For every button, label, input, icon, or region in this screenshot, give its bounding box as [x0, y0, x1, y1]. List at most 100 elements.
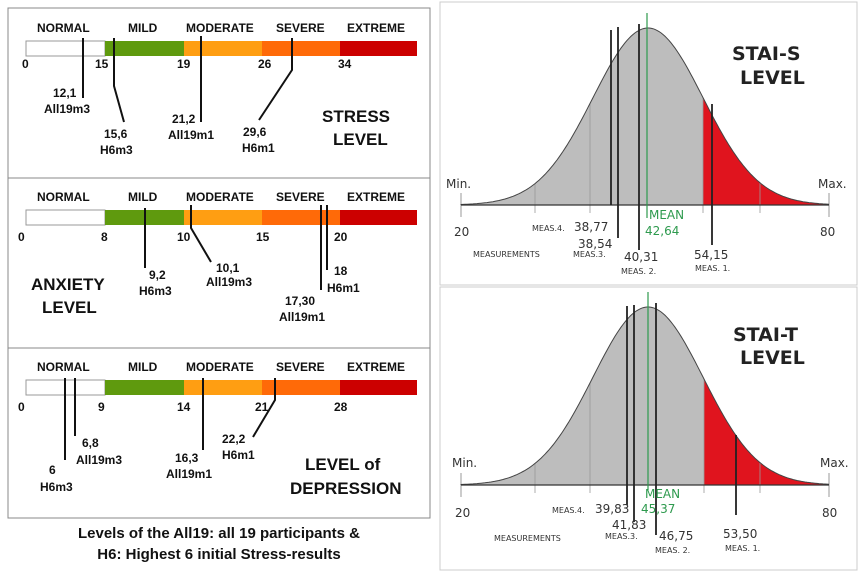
upper-tail-area: [704, 379, 829, 485]
category-label: NORMAL: [37, 21, 90, 35]
anxiety-bar-extreme: [340, 210, 417, 225]
stai-s-title: LEVEL: [740, 67, 805, 89]
mean-value: 42,64: [645, 224, 679, 238]
stai-s-panel: [439, 1, 858, 286]
marker-value: 6,8: [82, 436, 99, 450]
anxiety-bar-severe: [262, 210, 340, 225]
marker-value: 16,3: [175, 451, 199, 465]
caption: H6: Highest 6 initial Stress-results: [97, 546, 340, 563]
marker-group: All19m1: [279, 310, 325, 324]
min-label: Min.: [446, 177, 471, 191]
meas-label: MEAS. 2.: [621, 267, 656, 276]
marker-group: H6m3: [139, 284, 172, 298]
anxiety-title: ANXIETY: [31, 275, 105, 294]
stress-bar-extreme: [340, 41, 417, 56]
stress-bar-normal: [25, 40, 106, 57]
depression-bar-mild: [105, 380, 184, 395]
anxiety-bar-normal: [25, 209, 106, 226]
distribution-curve: [460, 306, 830, 485]
marker-group: All19m1: [166, 467, 212, 481]
marker-group: H6m1: [327, 281, 360, 295]
axis-min: 20: [454, 225, 469, 239]
category-label: EXTREME: [347, 360, 405, 374]
meas-value: 38,77: [574, 220, 608, 234]
marker-group: All19m3: [76, 453, 122, 467]
marker-group: H6m1: [222, 448, 255, 462]
meas-label: MEAS. 1.: [725, 544, 760, 553]
anxiety-title: LEVEL: [42, 298, 97, 317]
category-label: MODERATE: [186, 190, 254, 204]
marker-group: All19m3: [44, 102, 90, 116]
measurements-label: MEASUREMENTS: [494, 534, 561, 543]
marker-line: [113, 38, 125, 123]
axis-max: 80: [820, 225, 835, 239]
axis-min: 20: [455, 506, 470, 520]
depression-bar-extreme: [340, 380, 417, 395]
category-label: SEVERE: [276, 190, 325, 204]
tick-label: 20: [334, 230, 348, 244]
stress-bar-severe: [262, 41, 340, 56]
marker-value: 9,2: [149, 268, 166, 282]
distribution-curve: [460, 27, 830, 205]
axis-max: 80: [822, 506, 837, 520]
meas-label: MEAS. 1.: [695, 264, 730, 273]
meas-label: MEAS.4.: [532, 224, 565, 233]
category-label: MILD: [128, 190, 158, 204]
meas-value: 46,75: [659, 529, 693, 543]
marker-value: 10,1: [216, 261, 240, 275]
meas-value: 53,50: [723, 527, 757, 541]
tick-label: 15: [256, 230, 270, 244]
depression-bar-severe: [262, 380, 340, 395]
tick-label: 0: [18, 230, 25, 244]
stress-title: STRESS: [322, 107, 390, 126]
stai-t-panel: [439, 286, 858, 571]
marker-line: [252, 378, 276, 438]
tick-label: 14: [177, 400, 191, 414]
marker-group: H6m3: [100, 143, 133, 157]
meas-value: 54,15: [694, 248, 728, 262]
marker-value: 6: [49, 463, 56, 477]
meas-label: MEAS.3.: [573, 250, 606, 259]
stress-markers: [82, 36, 293, 123]
marker-group: All19m3: [206, 275, 252, 289]
anxiety-bar-moderate: [184, 210, 262, 225]
marker-value: 17,30: [285, 294, 315, 308]
marker-value: 18: [334, 264, 348, 278]
category-label: MODERATE: [186, 21, 254, 35]
marker-line: [190, 205, 212, 263]
anxiety-markers: [144, 205, 328, 290]
stai-s-title: STAI-S: [732, 43, 801, 65]
meas-label: MEAS. 2.: [655, 546, 690, 555]
depression-title: LEVEL of: [305, 455, 381, 474]
meas-value: 39,83: [595, 502, 629, 516]
marker-value: 21,2: [172, 112, 196, 126]
tick-label: 34: [338, 57, 352, 71]
meas-label: MEAS.3.: [605, 532, 638, 541]
mean-label: MEAN: [649, 208, 684, 222]
caption: Levels of the All19: all 19 participants…: [78, 525, 360, 542]
tick-label: 15: [95, 57, 109, 71]
tick-label: 0: [18, 400, 25, 414]
category-label: NORMAL: [37, 190, 90, 204]
meas-label: MEAS.4.: [552, 506, 585, 515]
tick-label: 0: [22, 57, 29, 71]
tick-label: 8: [101, 230, 108, 244]
measurements-label: MEASUREMENTS: [473, 250, 540, 259]
category-label: EXTREME: [347, 190, 405, 204]
category-label: MILD: [128, 360, 158, 374]
marker-line: [258, 38, 293, 121]
depression-title: DEPRESSION: [290, 479, 401, 498]
depression-panel: [7, 347, 431, 519]
marker-value: 29,6: [243, 125, 267, 139]
marker-group: H6m3: [40, 480, 73, 494]
tick-label: 26: [258, 57, 272, 71]
category-label: SEVERE: [276, 21, 325, 35]
marker-value: 22,2: [222, 432, 246, 446]
marker-value: 12,1: [53, 86, 77, 100]
marker-value: 15,6: [104, 127, 128, 141]
stress-bar-mild: [105, 41, 184, 56]
tick-label: 21: [255, 400, 269, 414]
category-label: EXTREME: [347, 21, 405, 35]
marker-group: H6m1: [242, 141, 275, 155]
